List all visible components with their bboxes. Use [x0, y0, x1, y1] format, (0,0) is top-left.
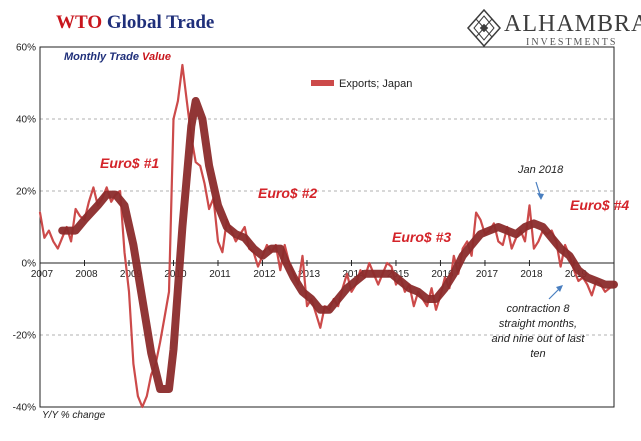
annotation-contraction-line: and nine out of last: [492, 333, 586, 345]
annotations-layer: Euro$ #1 Euro$ #2 Euro$ #3 Euro$ #4 Jan 2018…: [100, 155, 629, 360]
x-tick-label: 2016: [431, 269, 454, 280]
chart-title-part2: Global Trade: [106, 12, 215, 33]
y-tick-label: 20%: [16, 187, 36, 198]
x-tick-label: 2009: [120, 269, 143, 280]
axis-layer: 60%40%20%0%-20%-40%2007 2008 2009 2010 2011 2…: [13, 43, 615, 414]
brand-subtitle: INVESTMENTS: [526, 37, 618, 48]
annotation-euro2: Euro$ #2: [258, 185, 317, 201]
annotation-contraction-line: contraction 8: [507, 303, 571, 315]
x-tick-label: 2018: [520, 269, 543, 280]
arrowhead-jan-2018: [537, 193, 544, 200]
y-tick-label: 60%: [16, 43, 36, 54]
arrowhead-contraction: [556, 285, 563, 292]
chart-title-part1: WTO: [56, 12, 103, 33]
y-tick-label: -40%: [13, 403, 36, 414]
series-layer: [38, 63, 618, 409]
x-tick-label: 2007: [31, 269, 54, 280]
annotation-jan-2018: Jan 2018: [517, 164, 564, 176]
brand-name: ALHAMBRA: [504, 11, 641, 37]
annotation-euro4: Euro$ #4: [570, 197, 629, 213]
chart-title: WTO Global Trade: [56, 12, 214, 34]
series-line-exports-japan: [38, 63, 611, 409]
x-tick-label: 2011: [209, 269, 231, 280]
x-tick-label: 2014: [342, 269, 365, 280]
x-tick-label: 2017: [476, 269, 499, 280]
brand-logo: ALHAMBRA INVESTMENTS: [466, 8, 641, 52]
legend-label: Exports; Japan: [339, 78, 412, 90]
series-line-smoothed: [58, 97, 618, 393]
annotation-contraction-line: straight months,: [499, 318, 577, 330]
chart-subtitle-part1: Monthly Trade: [64, 51, 139, 63]
y-tick-label: -20%: [13, 331, 36, 342]
annotation-euro1: Euro$ #1: [100, 155, 159, 171]
y-axis-caption: Y/Y % change: [42, 410, 106, 421]
x-tick-label: 2013: [298, 269, 321, 280]
x-tick-label: 2008: [75, 269, 98, 280]
chart-subtitle-part2: Value: [142, 51, 171, 63]
y-tick-label: 0%: [22, 259, 37, 270]
plot-frame: [39, 46, 615, 408]
annotation-contraction-line: ten: [530, 348, 545, 360]
diamond-lattice-icon: [466, 8, 502, 48]
x-tick-label: 2012: [253, 269, 276, 280]
chart-subtitle: Monthly Trade Value: [64, 51, 171, 63]
annotation-euro3: Euro$ #3: [392, 229, 451, 245]
legend: Exports; Japan: [311, 78, 412, 90]
y-tick-label: 40%: [16, 115, 36, 126]
